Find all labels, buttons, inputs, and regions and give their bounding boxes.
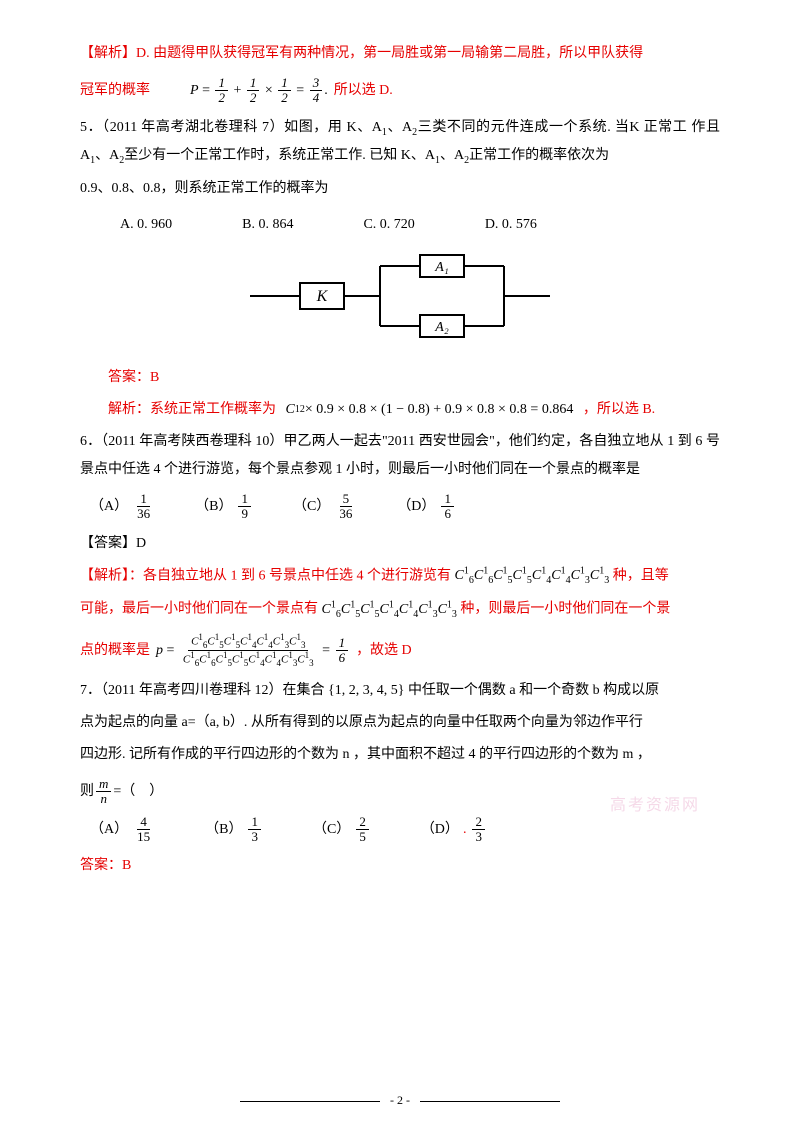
- q7-opt-c: （C）25: [313, 815, 371, 845]
- watermark: 高考资源网: [610, 790, 700, 822]
- q6-opt-a: （A）136: [90, 492, 155, 522]
- q7-stem-l1: 7．（2011 年高考四川卷理科 12）在集合 {1, 2, 3, 4, 5} …: [80, 677, 720, 705]
- q6-answer: 【答案】D: [80, 530, 720, 558]
- q5-answer: 答案：B: [80, 364, 720, 392]
- q6-analysis-l2: 可能，最后一小时他们同在一个景点有 C16C15C15C14C14C13C13 …: [80, 595, 720, 624]
- q5-stem: 5．（2011 年高考湖北卷理科 7）如图，用 K、A1、A2三类不同的元件连成…: [80, 114, 720, 172]
- q5-opt-c: C. 0. 720: [363, 211, 414, 239]
- svg-text:A₂: A₂: [434, 320, 449, 335]
- q7-opt-d: （D）.23: [421, 815, 487, 845]
- q7-opt-b: （B）13: [205, 815, 263, 845]
- q5-stem-values: 0.9、0.8、0.8，则系统正常工作的概率为: [80, 175, 720, 203]
- q5-options: A. 0. 960 B. 0. 864 C. 0. 720 D. 0. 576: [80, 211, 720, 239]
- q4-conclusion: 所以选 D.: [334, 77, 393, 105]
- q7-set: {1, 2, 3, 4, 5}: [328, 683, 404, 698]
- q6-opt-d: （D）16: [397, 492, 456, 522]
- svg-text:K: K: [316, 288, 329, 305]
- q5-circuit-diagram: K A₁ A₂: [80, 251, 720, 352]
- q6-analysis-l3: 点的概率是 p = C16C15C15C14C14C13C13 C16C16C1…: [80, 633, 720, 669]
- q4-analysis-line1: 【解析】D. 由题得甲队获得冠军有两种情况，第一局胜或第一局输第二局胜，所以甲队…: [80, 40, 720, 68]
- q5-analysis-formula: C12 × 0.9 × 0.8 × (1 − 0.8) + 0.9 × 0.8 …: [286, 396, 574, 424]
- q6-p-formula: p = C16C15C15C14C14C13C13 C16C16C15C15C1…: [156, 633, 350, 669]
- q5-analysis: 解析：系统正常工作概率为 C12 × 0.9 × 0.8 × (1 − 0.8)…: [80, 396, 720, 424]
- q4-formula: P = 12 + 12 × 12 = 34 .: [190, 76, 328, 106]
- q7-stem-l3: 四边形. 记所有作成的平行四边形的个数为 n ，其中面积不超过 4 的平行四边形…: [80, 741, 720, 769]
- q6-options: （A）136 （B）19 （C）536 （D）16: [80, 492, 720, 522]
- q6-comb1: C16C16C15C15C14C14C13C13: [455, 568, 610, 583]
- q6-opt-c: （C）536: [293, 492, 357, 522]
- page-number: - 2 -: [0, 1088, 800, 1112]
- q5-opt-b: B. 0. 864: [242, 211, 293, 239]
- q7-opt-a: （A）415: [90, 815, 155, 845]
- q7-answer: 答案：B: [80, 852, 720, 880]
- q6-opt-b: （B）19: [195, 492, 253, 522]
- q4-formula-line: 冠军的概率 P = 12 + 12 × 12 = 34 . 所以选 D.: [80, 76, 720, 106]
- svg-text:A₁: A₁: [434, 260, 448, 275]
- q5-opt-a: A. 0. 960: [120, 211, 172, 239]
- q6-comb2: C16C15C15C14C14C13C13: [322, 602, 457, 617]
- champion-label: 冠军的概率: [80, 77, 150, 105]
- q5-opt-d: D. 0. 576: [485, 211, 537, 239]
- q6-analysis-l1: 【解析】：各自独立地从 1 到 6 号景点中任选 4 个进行游览有 C16C16…: [80, 562, 720, 591]
- q7-stem-l2: 点为起点的向量 a=（a, b）. 从所有得到的以原点为起点的向量中任取两个向量…: [80, 709, 720, 737]
- q6-stem: 6．（2011 年高考陕西卷理科 10）甲乙两人一起去"2011 西安世园会"，…: [80, 428, 720, 484]
